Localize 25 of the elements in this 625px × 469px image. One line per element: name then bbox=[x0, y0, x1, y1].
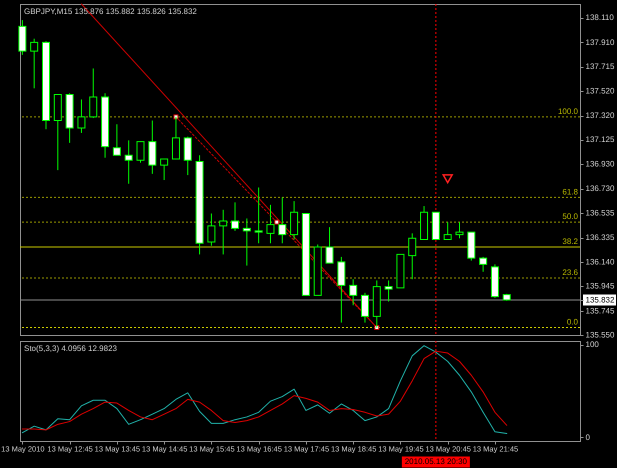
y-tick-label: 138.110 bbox=[586, 13, 614, 22]
y-tick-label: 135.745 bbox=[586, 306, 615, 316]
y-tick-label: 137.520 bbox=[586, 86, 615, 96]
annotation: 50.0 bbox=[562, 212, 579, 222]
y-tick-label: 135.550 bbox=[586, 330, 615, 340]
y-tick-label: 137.125 bbox=[586, 135, 615, 144]
annotation: 100.0 bbox=[558, 106, 579, 116]
ref-line-label: 2010.05.13 20:30 bbox=[404, 457, 468, 466]
y-tick-label: 135.945 bbox=[586, 282, 615, 291]
y-tick-label: 136.535 bbox=[586, 208, 615, 218]
y-tick-label: 136.930 bbox=[586, 159, 615, 168]
chart-title: Sto(5,3,3) 4.0956 12.9823 bbox=[24, 344, 118, 353]
y-tick-label: 100 bbox=[586, 340, 600, 350]
y-tick-label: 137.320 bbox=[586, 111, 615, 120]
y-tick-label: 0 bbox=[586, 432, 590, 442]
y-tick-label: 135.832 bbox=[586, 296, 615, 305]
annotation: 0.0 bbox=[566, 318, 579, 327]
y-tick-label: 136.335 bbox=[586, 233, 615, 242]
y-tick-label: 136.140 bbox=[586, 257, 615, 266]
y-tick-label: 136.730 bbox=[586, 184, 615, 194]
annotation: 61.8 bbox=[562, 187, 579, 196]
annotation: 23.6 bbox=[562, 268, 579, 277]
y-tick-label: 137.910 bbox=[586, 38, 615, 47]
y-tick-label: 137.715 bbox=[586, 62, 615, 72]
annotation: 38.2 bbox=[562, 236, 579, 246]
